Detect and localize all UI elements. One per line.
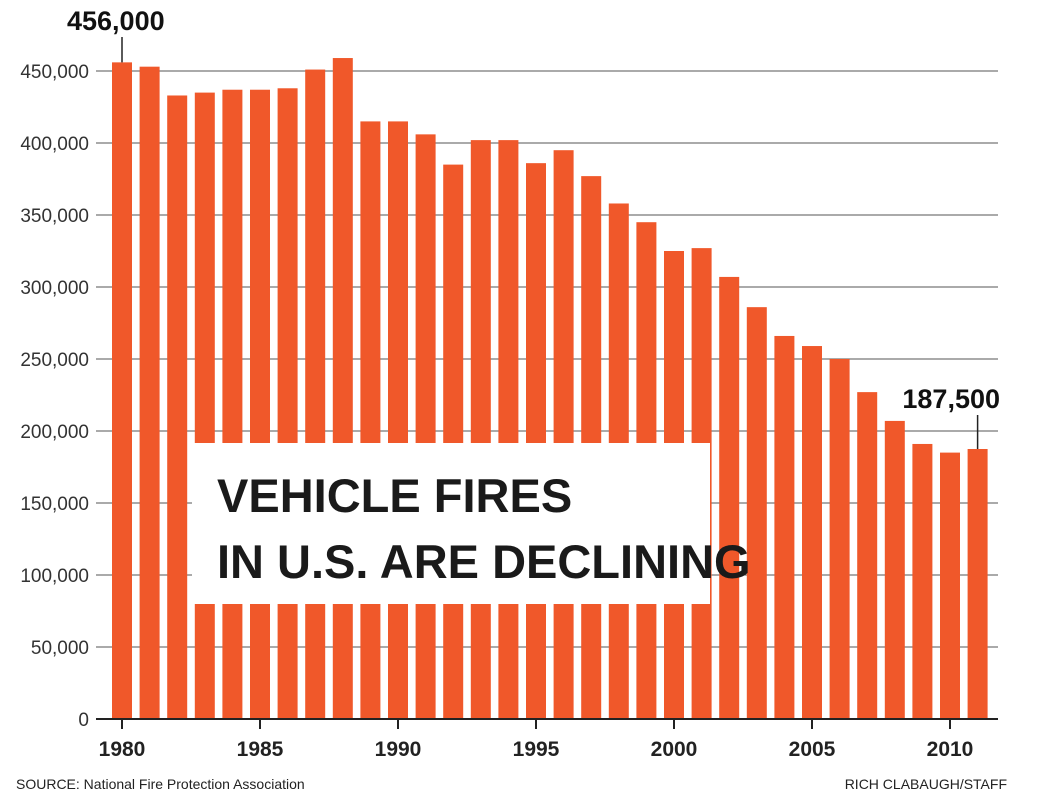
y-axis-tick-labels: 0 50,000 100,000 150,000 200,000 250,000 300,0…: [20, 62, 89, 731]
y-tick-label: 0: [78, 710, 89, 731]
callout-value: 187,500: [902, 384, 1000, 414]
bar-1992: [443, 164, 464, 720]
bar-1987: [305, 69, 326, 719]
y-tick-label: 350,000: [20, 206, 89, 227]
x-tick-label: 2010: [927, 738, 974, 761]
x-tick-label: 2000: [651, 738, 698, 761]
bar-1985: [250, 89, 270, 720]
bar-1981: [139, 66, 160, 720]
x-axis-tick-labels: 1980 1985 1990 1995 2000 2005 2010: [99, 719, 974, 761]
bar-1983: [194, 92, 215, 720]
chart-title-line: VEHICLE FIRES: [217, 469, 572, 522]
y-tick-label: 300,000: [20, 278, 89, 299]
y-tick-label: 100,000: [20, 566, 89, 587]
bar-1996: [553, 150, 574, 719]
y-tick-label: 450,000: [20, 62, 89, 83]
bar-2002: [719, 276, 740, 719]
y-tick-label: 400,000: [20, 134, 89, 155]
x-tick-label: 1995: [513, 738, 560, 761]
callout-value: 456,000: [67, 6, 165, 36]
x-tick-label: 1985: [237, 738, 284, 761]
y-tick-label: 150,000: [20, 494, 89, 515]
bar-1990: [388, 121, 408, 719]
bar-1994: [498, 140, 519, 719]
bar-2009: [912, 443, 933, 719]
value-callouts: 456,000 187,500: [67, 6, 1000, 449]
title-box-background: [192, 443, 710, 604]
bar-1980: [112, 62, 132, 720]
chart-title-line: IN U.S. ARE DECLINING: [217, 535, 751, 588]
chart-title-box: VEHICLE FIRES IN U.S. ARE DECLINING: [192, 443, 751, 604]
bar-1986: [277, 88, 298, 719]
y-tick-label: 200,000: [20, 422, 89, 443]
bar-2008: [884, 420, 905, 719]
bar-2010: [940, 452, 960, 719]
bar-1984: [222, 89, 243, 720]
bar-1982: [167, 95, 188, 720]
bar-1988: [332, 58, 353, 720]
y-tick-label: 50,000: [31, 638, 89, 659]
bar-2003: [746, 307, 767, 719]
bar-2006: [829, 359, 850, 719]
bar-2007: [857, 392, 878, 719]
credit-note: RICH CLABAUGH/STAFF: [844, 776, 1007, 792]
x-tick-label: 1980: [99, 738, 146, 761]
bar-2005: [802, 346, 822, 719]
y-tick-label: 250,000: [20, 350, 89, 371]
bar-1993: [470, 140, 491, 719]
bar-2011: [967, 449, 988, 719]
x-tick-label: 2005: [789, 738, 836, 761]
bar-1989: [360, 121, 381, 719]
bar-2004: [774, 335, 795, 719]
bars: [112, 58, 988, 720]
source-note: SOURCE: National Fire Protection Associa…: [16, 776, 305, 792]
x-tick-label: 1990: [375, 738, 422, 761]
bar-1991: [415, 134, 436, 720]
bar-1995: [526, 163, 546, 719]
